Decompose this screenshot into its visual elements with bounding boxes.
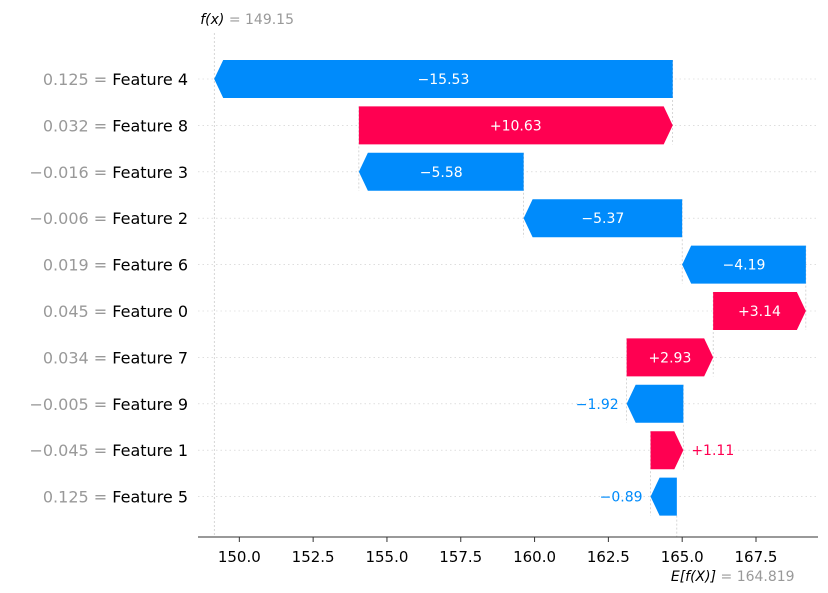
bar-value-label: −4.19 (723, 258, 766, 274)
fx-annotation: f(x) = 149.15 (200, 12, 294, 28)
bar-value-label: +10.63 (490, 118, 542, 134)
feature-label: 0.034 = Feature 7 (43, 348, 188, 367)
bar-value-label: −1.92 (576, 397, 619, 413)
feature-label: 0.125 = Feature 5 (43, 488, 188, 507)
feature-name: Feature 6 (112, 256, 188, 275)
feature-name: Feature 7 (112, 348, 188, 367)
feature-label: −0.045 = Feature 1 (29, 441, 188, 460)
feature-label: −0.016 = Feature 3 (29, 163, 188, 182)
bar-value-label: +2.93 (648, 350, 691, 366)
feature-label: −0.005 = Feature 9 (29, 395, 188, 414)
feature-label: −0.006 = Feature 2 (29, 209, 188, 228)
x-tick-label: 152.5 (292, 548, 335, 566)
x-tick-label: 165.0 (661, 548, 704, 566)
bar-feature-5 (650, 477, 677, 516)
x-axis: 150.0 152.5 155.0 157.5 160.0 162.5 165.0 167.5 (198, 536, 818, 566)
bar-feature-1 (650, 431, 684, 470)
bar-feature-8 (358, 106, 673, 145)
feature-value: −0.006 = (29, 209, 112, 228)
expected-value: = 164.819 (716, 569, 795, 585)
feature-label: 0.032 = Feature 8 (43, 116, 188, 135)
bar-value-label: −5.37 (581, 211, 624, 227)
bar-value-label: +1.11 (691, 443, 734, 459)
x-tick-label: 155.0 (365, 548, 408, 566)
feature-label: 0.019 = Feature 6 (43, 256, 188, 275)
feature-name: Feature 0 (112, 302, 188, 321)
feature-labels: 0.125 = Feature 4 0.032 = Feature 8 −0.016… (29, 70, 188, 507)
feature-value: −0.045 = (29, 441, 112, 460)
feature-value: 0.045 = (43, 302, 112, 321)
x-tick-label: 160.0 (513, 548, 556, 566)
bar-feature-9 (626, 384, 684, 423)
feature-label: 0.125 = Feature 4 (43, 70, 188, 89)
bar-feature-0 (713, 292, 806, 330)
bar-value-label: −15.53 (418, 72, 470, 88)
bar-feature-2 (523, 199, 683, 238)
expected-symbol: E[f(X)] (671, 569, 716, 585)
feature-name: Feature 3 (112, 163, 188, 182)
x-tick-label: 157.5 (439, 548, 482, 566)
feature-value: 0.032 = (43, 116, 112, 135)
connector-lines (213, 33, 807, 537)
bar-value-label: −0.89 (600, 490, 643, 506)
bars: −15.53 +10.63 −5.58 −5.37 −4.19 +3.14 +2.93 −1.… (214, 60, 806, 516)
feature-value: 0.125 = (43, 70, 112, 89)
bar-feature-4 (214, 60, 673, 98)
x-tick-label: 167.5 (735, 548, 778, 566)
bar-feature-6 (682, 245, 806, 284)
feature-value: 0.125 = (43, 488, 112, 507)
feature-name: Feature 2 (112, 209, 188, 228)
bar-feature-3 (358, 152, 524, 191)
feature-value: −0.005 = (29, 395, 112, 414)
feature-name: Feature 9 (112, 395, 188, 414)
feature-value: 0.019 = (43, 256, 112, 275)
feature-name: Feature 4 (112, 70, 188, 89)
feature-value: −0.016 = (29, 163, 112, 182)
bar-feature-7 (626, 338, 714, 377)
feature-name: Feature 8 (112, 116, 188, 135)
x-tick-label: 162.5 (587, 548, 630, 566)
feature-name: Feature 5 (112, 488, 188, 507)
bar-value-label: −5.58 (420, 165, 463, 181)
fx-value: = 149.15 (224, 12, 294, 28)
annotations: f(x) = 149.15 E[f(X)] = 164.819 (200, 12, 794, 585)
x-tick-label: 150.0 (218, 548, 261, 566)
expected-annotation: E[f(X)] = 164.819 (671, 569, 795, 585)
fx-symbol: f(x) (200, 12, 224, 28)
feature-name: Feature 1 (112, 441, 188, 460)
feature-label: 0.045 = Feature 0 (43, 302, 188, 321)
feature-value: 0.034 = (43, 348, 112, 367)
bar-value-label: +3.14 (738, 304, 781, 320)
